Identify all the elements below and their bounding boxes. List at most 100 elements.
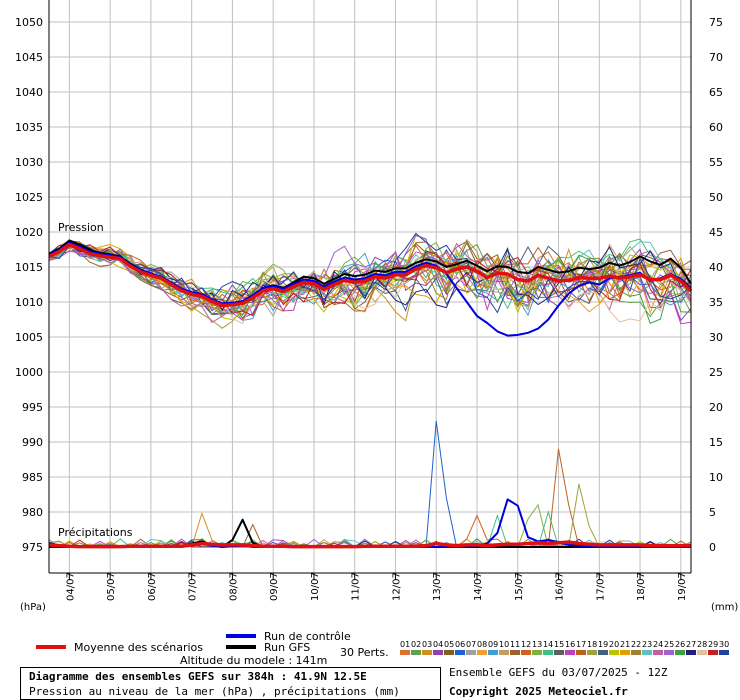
perturbation-legend: 01 02 03 04 05 06 07 08 09 10 11 12 13 14 15 16 17 18 19 20… (400, 640, 729, 655)
pert-legend-label: 26 (675, 640, 685, 649)
pert-legend-swatch (675, 650, 685, 655)
pressure-tick-label: 1025 (15, 191, 43, 204)
pert-legend-swatch (631, 650, 641, 655)
date-tick-label: 05/07 (106, 572, 117, 601)
precip-tick-label: 60 (709, 121, 723, 134)
pert-legend-swatch (554, 650, 564, 655)
pert-legend-label: 02 (411, 640, 421, 649)
pert-legend-swatch (477, 650, 487, 655)
pressure-tick-label: 1045 (15, 51, 43, 64)
pert-legend-label: 17 (576, 640, 586, 649)
pert-legend-swatch (400, 650, 410, 655)
date-tick-label: 04/07 (65, 572, 76, 601)
date-tick-label: 06/07 (147, 572, 158, 601)
pert-legend-label: 01 (400, 640, 410, 649)
pert-legend-label: 09 (488, 640, 498, 649)
perturbation-pressure-line (48, 234, 692, 313)
precip-tick-label: 45 (709, 226, 723, 239)
pert-legend-label: 29 (708, 640, 718, 649)
pert-legend-swatch (466, 650, 476, 655)
perturbation-pressure-line (48, 241, 692, 312)
pert-legend-swatch (488, 650, 498, 655)
pert-legend-swatch (708, 650, 718, 655)
precip-tick-label: 35 (709, 296, 723, 309)
pressure-axis: 975 980 985 990 995 1000 1005 1010 1015 1020 1025 1… (15, 16, 43, 554)
pressure-label: Pression (58, 221, 104, 234)
pert-legend-label: 08 (477, 640, 487, 649)
right-unit-label: (mm) (711, 602, 738, 613)
precip-tick-label: 75 (709, 16, 723, 29)
precip-tick-label: 50 (709, 191, 723, 204)
pert-legend-swatch (598, 650, 608, 655)
mean-precip-line (48, 540, 691, 549)
pert-legend-label: 06 (455, 640, 465, 649)
pert-legend-swatch (499, 650, 509, 655)
perturbation-pressure-line (48, 238, 692, 329)
date-tick-label: 10/07 (310, 572, 321, 601)
copyright: Copyright 2025 Meteociel.fr (449, 685, 628, 698)
pert-legend-label: 10 (499, 640, 509, 649)
pert-legend-label: 15 (554, 640, 564, 649)
pert-legend-swatch (697, 650, 707, 655)
pert-legend-label: 21 (620, 640, 630, 649)
precip-tick-label: 30 (709, 331, 723, 344)
pert-legend-label: 07 (466, 640, 476, 649)
date-tick-label: 14/07 (473, 572, 484, 601)
pressure-tick-label: 1005 (15, 331, 43, 344)
pert-legend-label: 04 (433, 640, 443, 649)
pert-legend-swatch (510, 650, 520, 655)
precip-axis: 0 5 10 15 20 25 30 35 40 45 50 55 60 65 70 75 (709, 16, 723, 554)
pert-legend-label: 03 (422, 640, 432, 649)
legend-perts-label: 30 Perts. (340, 646, 389, 659)
pert-legend-label: 19 (598, 640, 608, 649)
precip-tick-label: 15 (709, 436, 723, 449)
pressure-tick-label: 995 (22, 401, 43, 414)
pressure-tick-label: 1010 (15, 296, 43, 309)
pert-legend-label: 18 (587, 640, 597, 649)
pert-legend-swatch (543, 650, 553, 655)
legend: Moyenne des scénarios Run de contrôle Ru… (36, 630, 729, 665)
footer-subtitle: Pression au niveau de la mer (hPa) , pré… (29, 685, 400, 698)
footer-box: Diagramme des ensembles GEFS sur 384h : … (20, 667, 441, 700)
pert-legend-swatch (609, 650, 619, 655)
pert-legend-swatch (653, 650, 663, 655)
pert-legend-label: 12 (521, 640, 531, 649)
precip-tick-label: 10 (709, 471, 723, 484)
pert-legend-swatch (686, 650, 696, 655)
legend-mean-label: Moyenne des scénarios (74, 641, 203, 654)
pressure-tick-label: 980 (22, 506, 43, 519)
date-tick-label: 12/07 (391, 572, 402, 601)
precip-tick-label: 65 (709, 86, 723, 99)
pert-legend-swatch (422, 650, 432, 655)
pert-legend-label: 05 (444, 640, 454, 649)
pert-legend-swatch (576, 650, 586, 655)
pressure-tick-label: 1020 (15, 226, 43, 239)
pert-legend-swatch (444, 650, 454, 655)
pressure-tick-label: 1035 (15, 121, 43, 134)
pert-legend-swatch (664, 650, 674, 655)
pressure-tick-label: 1050 (15, 16, 43, 29)
series-group (48, 232, 693, 549)
precip-tick-label: 5 (709, 506, 716, 519)
pert-legend-swatch (620, 650, 630, 655)
altitude-label: Altitude du modele : 141m (180, 654, 327, 665)
pert-legend-label: 11 (510, 640, 520, 649)
precip-tick-label: 25 (709, 366, 723, 379)
grid-lines (49, 0, 691, 573)
pert-legend-label: 22 (631, 640, 641, 649)
pert-legend-swatch (642, 650, 652, 655)
precip-label: Précipitations (58, 526, 133, 539)
date-tick-label: 16/07 (555, 572, 566, 601)
pressure-tick-label: 1015 (15, 261, 43, 274)
date-tick-label: 13/07 (432, 572, 443, 601)
precip-tick-label: 40 (709, 261, 723, 274)
pert-legend-swatch (411, 650, 421, 655)
pert-legend-swatch (565, 650, 575, 655)
pert-legend-label: 14 (543, 640, 553, 649)
perturbation-pressure-line (48, 242, 692, 324)
pressure-tick-label: 1030 (15, 156, 43, 169)
date-axis: 04/07 05/07 06/07 07/07 08/07 09/07 10/07 11/07… (65, 572, 687, 601)
pressure-tick-label: 1000 (15, 366, 43, 379)
pert-legend-label: 30 (719, 640, 729, 649)
pressure-tick-label: 985 (22, 471, 43, 484)
